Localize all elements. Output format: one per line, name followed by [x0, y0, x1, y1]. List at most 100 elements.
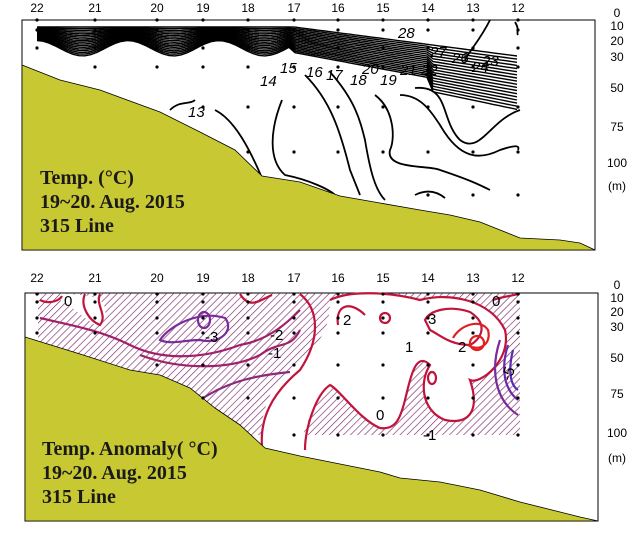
sample-point: [246, 46, 250, 50]
depth-label: 10: [610, 19, 624, 33]
sample-point: [155, 18, 159, 22]
station-label: 18: [241, 1, 255, 15]
sample-point: [246, 363, 250, 367]
sample-point: [246, 65, 250, 69]
sample-point: [292, 433, 296, 437]
sample-point: [426, 331, 430, 335]
sample-point: [35, 331, 39, 335]
sample-point: [516, 18, 520, 22]
station-label: 15: [376, 1, 390, 15]
sample-point: [292, 363, 296, 367]
sample-point: [246, 28, 250, 32]
sample-point: [336, 433, 340, 437]
sample-point: [426, 292, 430, 296]
sample-point: [201, 65, 205, 69]
sample-point: [93, 331, 97, 335]
temperature-panel: 28 27 26 24 23 22 21 20 19 18 17 16 15 1…: [21, 1, 627, 251]
sample-point: [201, 105, 205, 109]
depth-label: 100: [607, 156, 627, 170]
isotherm: [36, 36, 518, 98]
contour-label: 15: [280, 60, 297, 77]
contour-label: 0: [376, 407, 384, 424]
sample-point: [381, 300, 385, 304]
depth-label: 75: [610, 120, 624, 134]
sample-point: [516, 46, 520, 50]
sample-point: [471, 433, 475, 437]
sample-point: [381, 150, 385, 154]
contour-label: 22: [420, 62, 438, 79]
sample-point: [381, 316, 385, 320]
station-label: 19: [196, 1, 210, 15]
sample-point: [381, 28, 385, 32]
sample-point: [246, 300, 250, 304]
sample-point: [471, 28, 475, 32]
sample-point: [516, 292, 520, 296]
sample-point: [426, 433, 430, 437]
sample-point: [35, 28, 39, 32]
sample-point: [471, 18, 475, 22]
sample-point: [336, 331, 340, 335]
sample-point: [516, 433, 520, 437]
seafloor: [21, 64, 596, 251]
sample-point: [381, 65, 385, 69]
sample-point: [381, 433, 385, 437]
sample-point: [93, 300, 97, 304]
sample-point: [292, 316, 296, 320]
station-labels: 22 21 20 19 18 17 16 15 14 13 12: [30, 271, 525, 285]
sample-point: [426, 18, 430, 22]
sample-point: [246, 105, 250, 109]
anomaly-panel: 0 -3 -2 -1 2 1 3 2 0 0 -1 -5 Temp. Anoma…: [24, 271, 627, 522]
contour-label: 28: [397, 25, 415, 42]
sample-point: [336, 46, 340, 50]
station-label: 21: [88, 1, 102, 15]
sample-point: [201, 316, 205, 320]
station-label: 15: [376, 271, 390, 285]
depth-label: 10: [610, 291, 624, 305]
sample-point: [336, 300, 340, 304]
sample-point: [426, 105, 430, 109]
sample-point: [516, 193, 520, 197]
sample-point: [471, 300, 475, 304]
station-label: 13: [466, 1, 480, 15]
contour-label: 18: [350, 72, 367, 89]
station-sample-points: [35, 292, 520, 437]
sample-point: [155, 292, 159, 296]
sample-point: [516, 150, 520, 154]
station-label: 20: [150, 271, 164, 285]
station-label: 22: [30, 271, 44, 285]
sample-point: [155, 316, 159, 320]
isotherm: [36, 35, 518, 92]
sample-point: [155, 65, 159, 69]
title-line: 19~20. Aug. 2015: [40, 191, 185, 213]
sample-point: [516, 300, 520, 304]
sample-point: [155, 331, 159, 335]
sample-point: [246, 396, 250, 400]
station-label: 16: [331, 1, 345, 15]
contour-label: 19: [380, 72, 397, 89]
sample-point: [471, 105, 475, 109]
station-labels: 22 21 20 19 18 17 16 15 14 13 12: [30, 1, 525, 15]
sample-point: [292, 46, 296, 50]
contour-label: -3: [205, 329, 218, 346]
sample-point: [93, 28, 97, 32]
sample-point: [381, 18, 385, 22]
contour-label: 17: [326, 67, 343, 84]
station-label: 22: [30, 1, 44, 15]
sample-point: [336, 18, 340, 22]
temp-title: Temp. (°C) 19~20. Aug. 2015 315 Line: [40, 167, 185, 237]
contour-label: 3: [428, 311, 436, 328]
title-line: 315 Line: [40, 215, 114, 237]
sample-point: [93, 18, 97, 22]
sample-point: [201, 46, 205, 50]
isotherm: [37, 27, 518, 60]
station-label: 14: [421, 1, 435, 15]
contour-label: -1: [423, 427, 436, 444]
sample-point: [155, 28, 159, 32]
sample-point: [35, 316, 39, 320]
contour-label: 24: [471, 59, 489, 76]
seafloor: [24, 336, 599, 522]
contour-label: 23: [481, 53, 499, 70]
sample-point: [201, 396, 205, 400]
